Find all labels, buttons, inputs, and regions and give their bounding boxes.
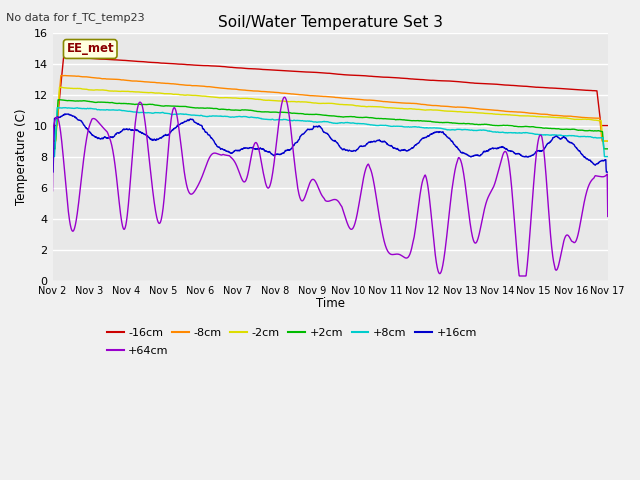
+64cm xyxy=(77,180,84,186)
-2cm xyxy=(588,117,595,122)
-8cm xyxy=(486,107,494,113)
+2cm xyxy=(55,97,63,103)
Line: -8cm: -8cm xyxy=(52,75,608,141)
-2cm xyxy=(77,86,85,92)
-2cm xyxy=(486,111,494,117)
Line: -16cm: -16cm xyxy=(52,57,608,126)
+2cm xyxy=(588,128,596,133)
+64cm xyxy=(486,191,494,196)
+2cm xyxy=(77,98,85,104)
-8cm xyxy=(57,72,65,78)
+16cm xyxy=(588,159,596,165)
-2cm xyxy=(588,117,596,122)
+2cm xyxy=(304,111,312,117)
+16cm xyxy=(65,111,72,117)
-16cm xyxy=(77,55,85,60)
Line: +8cm: +8cm xyxy=(52,108,608,156)
+64cm xyxy=(49,188,56,193)
Line: +16cm: +16cm xyxy=(52,114,608,172)
-16cm xyxy=(60,54,67,60)
+64cm xyxy=(304,185,312,191)
Title: Soil/Water Temperature Set 3: Soil/Water Temperature Set 3 xyxy=(218,15,443,30)
-2cm xyxy=(304,99,312,105)
+2cm xyxy=(588,128,595,133)
-8cm xyxy=(49,138,56,144)
-8cm xyxy=(604,138,612,144)
+8cm xyxy=(588,134,596,140)
+64cm xyxy=(604,214,612,219)
+16cm xyxy=(588,159,595,165)
+16cm xyxy=(319,128,326,133)
-2cm xyxy=(319,100,326,106)
Line: +64cm: +64cm xyxy=(52,97,608,276)
Legend: +64cm: +64cm xyxy=(102,342,173,360)
Line: +2cm: +2cm xyxy=(52,100,608,149)
+64cm xyxy=(319,194,326,200)
+16cm xyxy=(77,118,85,124)
X-axis label: Time: Time xyxy=(316,297,345,310)
+8cm xyxy=(49,154,56,159)
+8cm xyxy=(588,134,595,140)
+8cm xyxy=(486,129,494,134)
+2cm xyxy=(49,146,56,152)
+16cm xyxy=(49,169,56,175)
+8cm xyxy=(319,119,326,125)
Y-axis label: Temperature (C): Temperature (C) xyxy=(15,108,28,205)
-16cm xyxy=(304,69,312,75)
-2cm xyxy=(49,138,56,144)
-16cm xyxy=(588,88,596,94)
Line: -2cm: -2cm xyxy=(52,87,608,141)
+2cm xyxy=(604,146,612,152)
+64cm xyxy=(588,177,596,183)
-16cm xyxy=(588,88,595,94)
+8cm xyxy=(604,154,612,159)
+8cm xyxy=(61,105,69,110)
+2cm xyxy=(486,122,494,128)
+8cm xyxy=(77,106,85,111)
Text: No data for f_TC_temp23: No data for f_TC_temp23 xyxy=(6,12,145,23)
-8cm xyxy=(319,94,326,99)
-2cm xyxy=(604,138,612,144)
-8cm xyxy=(588,115,595,121)
-16cm xyxy=(604,123,612,129)
+16cm xyxy=(486,146,494,152)
-8cm xyxy=(588,115,596,121)
+16cm xyxy=(604,169,612,175)
-16cm xyxy=(486,81,494,87)
+16cm xyxy=(304,126,312,132)
-16cm xyxy=(319,70,326,76)
+2cm xyxy=(319,112,326,118)
Text: EE_met: EE_met xyxy=(67,42,114,56)
-16cm xyxy=(49,123,56,129)
-8cm xyxy=(77,74,85,80)
+8cm xyxy=(304,118,312,124)
-8cm xyxy=(304,93,312,98)
+64cm xyxy=(280,94,288,100)
+64cm xyxy=(516,273,524,279)
+64cm xyxy=(588,177,596,182)
-2cm xyxy=(56,84,64,90)
